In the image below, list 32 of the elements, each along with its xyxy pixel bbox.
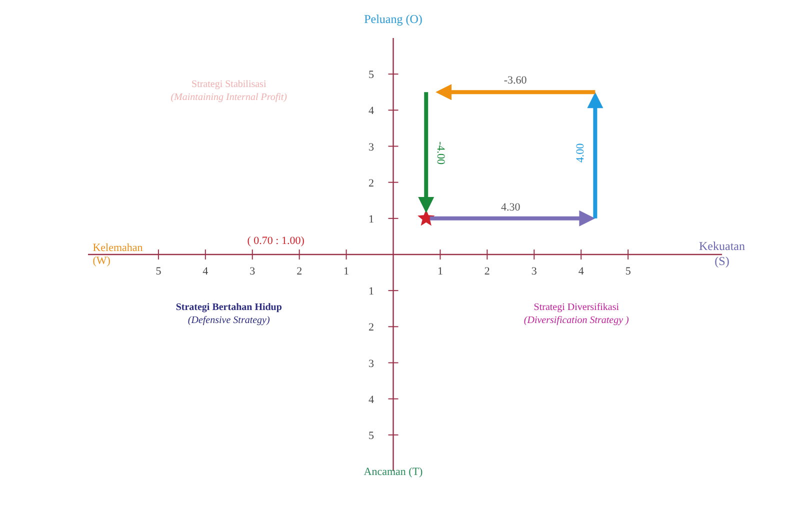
y-axis-title: Peluang (O) bbox=[364, 12, 422, 27]
y-tick-label: 3 bbox=[368, 358, 375, 370]
y-tick-label: 4 bbox=[368, 105, 375, 118]
x-tick-label: 1 bbox=[437, 266, 443, 278]
annotation: -3.60 bbox=[504, 74, 527, 88]
y-tick-label: 4 bbox=[368, 394, 375, 406]
x-tick-label: 4 bbox=[202, 266, 209, 278]
annotation: Strategi Stabilisasi (Maintaining Internal Profit) bbox=[170, 78, 288, 104]
annotation: -4.00 bbox=[434, 142, 447, 165]
annotation: ( 0.70 : 1.00) bbox=[247, 234, 304, 248]
x-tick-label: 4 bbox=[578, 266, 584, 278]
y-tick-label: 5 bbox=[368, 69, 375, 82]
annotation: Kelemahan (W) bbox=[92, 242, 143, 268]
annotation: 4.00 bbox=[574, 144, 588, 164]
x-tick-label: 3 bbox=[250, 266, 256, 278]
x-tick-label: 2 bbox=[296, 266, 302, 278]
annotation: Strategi Bertahan Hidup (Defensive Strategy) bbox=[176, 301, 282, 328]
y-tick-label: 2 bbox=[368, 177, 374, 190]
y-tick-label: 3 bbox=[368, 141, 375, 154]
y-tick-label: 5 bbox=[368, 430, 375, 442]
x-axis-title: Kekuatan (S) bbox=[698, 238, 746, 268]
x-tick-label: 5 bbox=[156, 266, 162, 278]
y-tick-label: 2 bbox=[368, 322, 374, 334]
x-tick-label: 2 bbox=[484, 266, 490, 278]
y-tick-label: 1 bbox=[368, 213, 374, 226]
x-tick-label: 3 bbox=[531, 266, 538, 278]
x-tick-label: 1 bbox=[344, 266, 350, 278]
annotation: 4.30 bbox=[501, 201, 520, 214]
annotation: Strategi Diversifikasi (Diversification Strategy ) bbox=[524, 301, 629, 328]
x-tick-label: 5 bbox=[625, 266, 632, 278]
annotation: Ancaman (T) bbox=[364, 466, 423, 479]
y-tick-label: 1 bbox=[368, 286, 374, 298]
